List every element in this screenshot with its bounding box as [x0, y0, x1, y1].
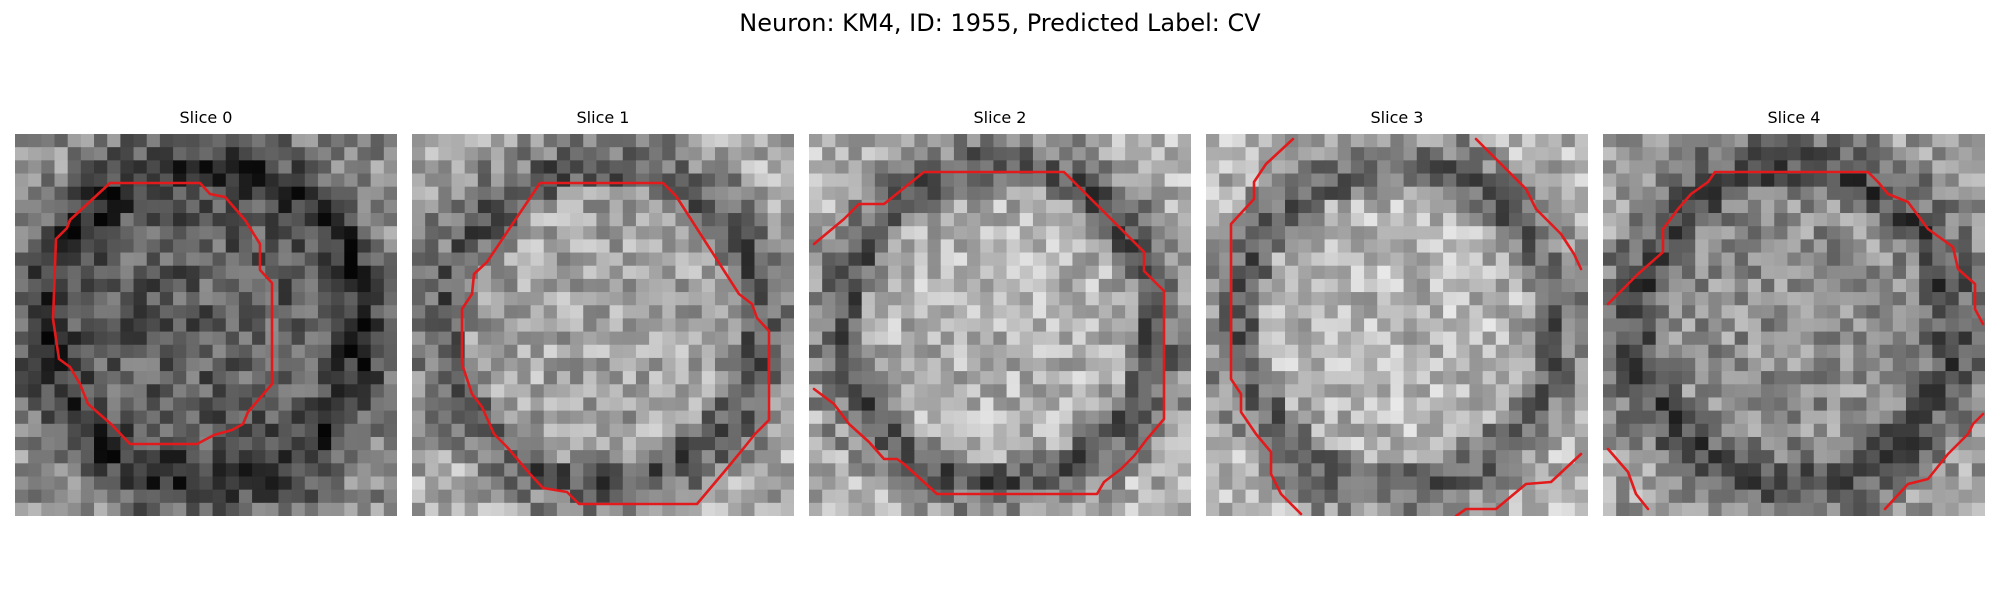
- slice-title-4: Slice 4: [1767, 108, 1821, 127]
- slice-panel-2: Slice 2: [809, 108, 1191, 516]
- slice-image-0: [15, 134, 397, 516]
- contour-3c: [1454, 452, 1583, 516]
- contour-0: [51, 181, 274, 446]
- figure-title: Neuron: KM4, ID: 1955, Predicted Label: …: [739, 9, 1261, 37]
- slice-title-1: Slice 1: [576, 108, 630, 127]
- contour-2: [812, 170, 1166, 496]
- slice-panel-0: Slice 0: [15, 108, 397, 516]
- contour-1: [460, 181, 771, 506]
- slice-title-3: Slice 3: [1370, 108, 1424, 127]
- slice-panel-4: Slice 4: [1603, 108, 1985, 516]
- slice-panel-1: Slice 1: [412, 108, 794, 516]
- slice-image-4: [1603, 134, 1985, 516]
- contour-4: [1606, 170, 1985, 326]
- slice-panel-3: Slice 3: [1206, 108, 1588, 516]
- slice-image-2: [809, 134, 1191, 516]
- contour-3: [1229, 137, 1303, 516]
- slice-title-2: Slice 2: [973, 108, 1027, 127]
- contour-4b: [1606, 447, 1650, 511]
- slice-title-0: Slice 0: [179, 108, 233, 127]
- slice-image-3: [1206, 134, 1588, 516]
- contour-4c: [1883, 412, 1985, 511]
- slice-image-1: [412, 134, 794, 516]
- contour-3b: [1474, 137, 1583, 271]
